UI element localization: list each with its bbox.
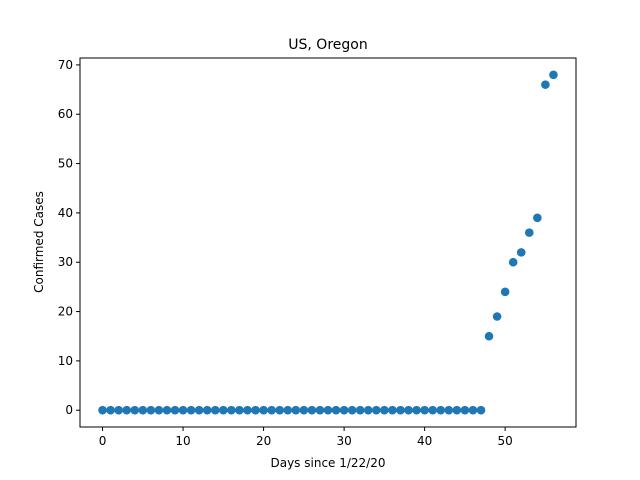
data-point [372,405,381,415]
x-tick-label: 30 [336,434,351,448]
data-point [178,405,188,415]
data-point [210,405,220,415]
data-point [355,405,365,415]
data-point [420,405,429,415]
x-tick-label: 10 [175,434,190,448]
data-point [388,405,397,415]
x-tick-label: 50 [498,434,513,448]
data-point [194,405,204,415]
data-point [331,405,341,415]
data-point [404,405,413,415]
data-point [106,405,115,415]
data-point [516,248,526,257]
data-point [396,405,405,415]
y-tick-label: 50 [58,157,73,171]
data-point [412,405,421,415]
data-point [436,405,446,415]
data-point [259,405,268,415]
data-point [130,405,140,415]
x-axis-label: Days since 1/22/20 [270,456,385,470]
x-tick-label: 20 [256,434,271,448]
data-point [492,312,502,321]
plot-area-frame [79,57,577,428]
x-tick-label: 40 [417,434,432,448]
x-axis-ticks: 0 10 20 30 40 50 [99,427,513,448]
x-tick-label: 0 [99,434,107,448]
data-point [138,405,148,415]
data-point [251,405,260,415]
data-point [444,405,454,415]
data-point [460,405,470,415]
data-points [98,70,558,415]
data-point [267,405,276,415]
data-point [549,70,558,80]
data-point [541,80,550,89]
data-point [428,405,437,415]
data-point [533,213,542,223]
y-tick-label: 60 [58,107,73,121]
data-point [243,405,252,415]
y-axis-label: Confirmed Cases [32,191,46,293]
data-point [484,331,494,341]
y-tick-label: 0 [65,403,73,417]
y-tick-label: 20 [58,305,73,319]
y-tick-label: 70 [58,58,73,72]
data-point [219,405,228,415]
data-point [146,405,156,415]
data-point [315,405,325,415]
data-point [524,228,534,237]
data-point [98,405,107,415]
data-point [380,405,389,415]
y-axis-ticks: 0 10 20 30 40 50 60 70 [58,58,80,417]
y-tick-label: 40 [58,206,73,220]
data-point [291,405,301,415]
data-point [500,287,510,297]
data-point [508,257,518,267]
data-point [227,405,236,415]
data-point [186,405,196,415]
data-point [347,405,357,415]
data-point [363,405,373,415]
data-point [283,405,293,415]
chart-title: US, Oregon [288,37,367,53]
y-tick-label: 30 [58,255,73,269]
data-point [114,405,123,415]
data-point [307,405,317,415]
data-point [154,405,164,415]
data-point [452,405,462,415]
data-point [299,405,309,415]
data-point [323,405,333,415]
data-point [339,405,349,415]
data-point [476,405,486,415]
data-point [122,405,132,415]
data-point [275,405,284,415]
y-tick-label: 10 [58,354,73,368]
data-point [468,405,478,415]
data-point [162,405,172,415]
data-point [170,405,180,415]
data-point [235,405,244,415]
data-point [202,405,212,415]
